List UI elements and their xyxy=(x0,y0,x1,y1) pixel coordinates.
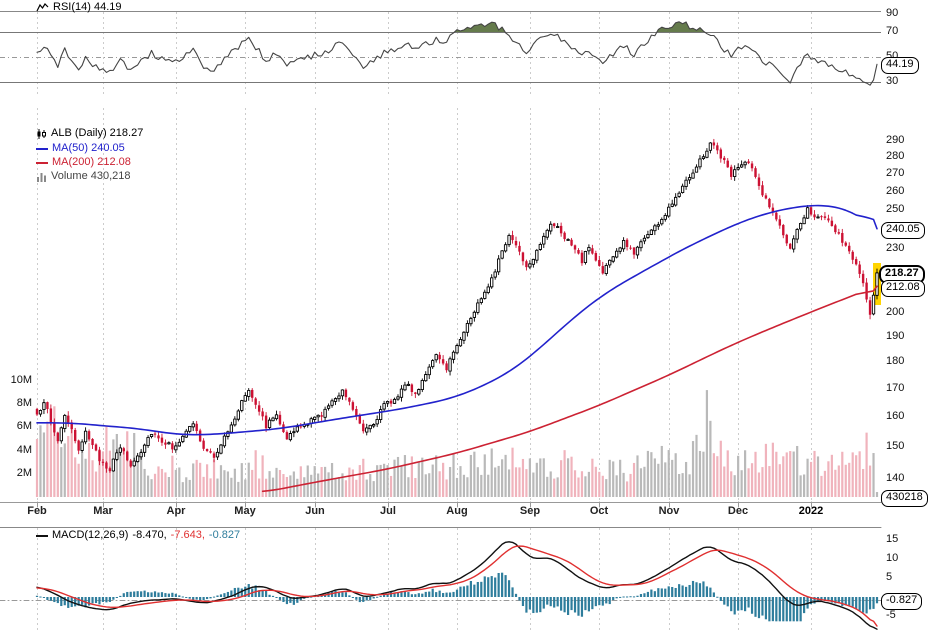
macd-axis-label: -5 xyxy=(886,609,896,621)
ma50-legend-label: MA(50) 240.05 xyxy=(52,142,125,154)
macd-hist-badge: -0.827 xyxy=(881,593,923,610)
volume-value-badge: 430218 xyxy=(881,490,928,507)
x-axis-month-label: Oct xyxy=(589,505,609,517)
rsi-legend-label: RSI(14) 44.19 xyxy=(53,1,122,13)
price-axis-label: 230 xyxy=(886,242,905,254)
macd-line-swatch xyxy=(36,534,48,537)
volume-legend-label: Volume 430,218 xyxy=(51,170,131,182)
volume-axis-label: 10M xyxy=(10,374,32,386)
price-axis-label: 160 xyxy=(886,410,905,422)
macd-axis-label: 15 xyxy=(886,533,899,545)
ma200-legend-label: MA(200) 212.08 xyxy=(52,156,131,168)
price-axis-label: 290 xyxy=(886,134,905,146)
price-axis-label: 150 xyxy=(886,440,905,452)
ma200-legend: MA(200) 212.08 xyxy=(36,156,131,169)
macd-hist-value: -0.827 xyxy=(208,529,241,541)
volume-axis-label: 8M xyxy=(16,397,32,409)
rsi-axis-label: 90 xyxy=(886,7,899,19)
price-legend-label: ALB (Daily) 218.27 xyxy=(51,127,144,139)
price-axis-label: 280 xyxy=(886,150,905,162)
candlestick-icon xyxy=(37,128,46,139)
x-axis-month-label: Sep xyxy=(519,505,541,517)
rsi-indicator-icon xyxy=(36,3,49,12)
last-price-badge: 218.27 xyxy=(879,265,925,284)
x-axis-month-label: Aug xyxy=(446,505,468,517)
rsi-value-badge: 44.19 xyxy=(881,57,919,74)
x-axis-month-label: May xyxy=(234,505,256,517)
price-legend: ALB (Daily) 218.27 xyxy=(36,127,143,140)
ma200-line-swatch xyxy=(36,161,48,164)
price-axis-label: 250 xyxy=(886,203,905,215)
volume-bars-icon xyxy=(37,172,46,182)
x-axis-month-label: Feb xyxy=(27,505,47,517)
price-axis-label: 170 xyxy=(886,382,905,394)
ma50-value-badge: 240.05 xyxy=(881,222,925,239)
rsi-legend: RSI(14) 44.19 xyxy=(36,1,121,14)
x-axis-month-label: Nov xyxy=(658,505,680,517)
macd-axis-label: 10 xyxy=(886,552,899,564)
volume-legend: Volume 430,218 xyxy=(36,170,131,183)
price-axis-label: 140 xyxy=(886,472,905,484)
x-axis-month-label: Jul xyxy=(380,505,396,517)
rsi-axis-label: 70 xyxy=(886,25,899,37)
volume-axis-label: 2M xyxy=(16,467,32,479)
volume-axis-label: 6M xyxy=(16,420,32,432)
macd-legend-label: MACD(12,26,9) xyxy=(52,529,129,541)
x-axis-month-label: Dec xyxy=(727,505,749,517)
ma200-value-badge: 212.08 xyxy=(881,280,925,297)
x-axis-month-label: 2022 xyxy=(798,505,824,517)
x-axis-month-label: Mar xyxy=(93,505,113,517)
x-axis-month-label: Jun xyxy=(305,505,325,517)
price-axis-label: 260 xyxy=(886,185,905,197)
ma50-legend: MA(50) 240.05 xyxy=(36,142,125,155)
price-axis-label: 190 xyxy=(886,330,905,342)
macd-axis-label: 5 xyxy=(886,571,893,583)
macd-value: -8.470, xyxy=(132,529,167,541)
rsi-axis-label: 30 xyxy=(886,75,899,87)
volume-axis-label: 4M xyxy=(16,444,32,456)
price-axis-label: 180 xyxy=(886,355,905,367)
macd-signal-value: -7.643, xyxy=(170,529,205,541)
price-axis-label: 270 xyxy=(886,167,905,179)
price-axis-label: 200 xyxy=(886,306,905,318)
x-axis-month-label: Apr xyxy=(166,505,186,517)
ma50-line-swatch xyxy=(36,147,48,150)
macd-legend: MACD(12,26,9) -8.470, -7.643, -0.827 xyxy=(36,529,240,542)
